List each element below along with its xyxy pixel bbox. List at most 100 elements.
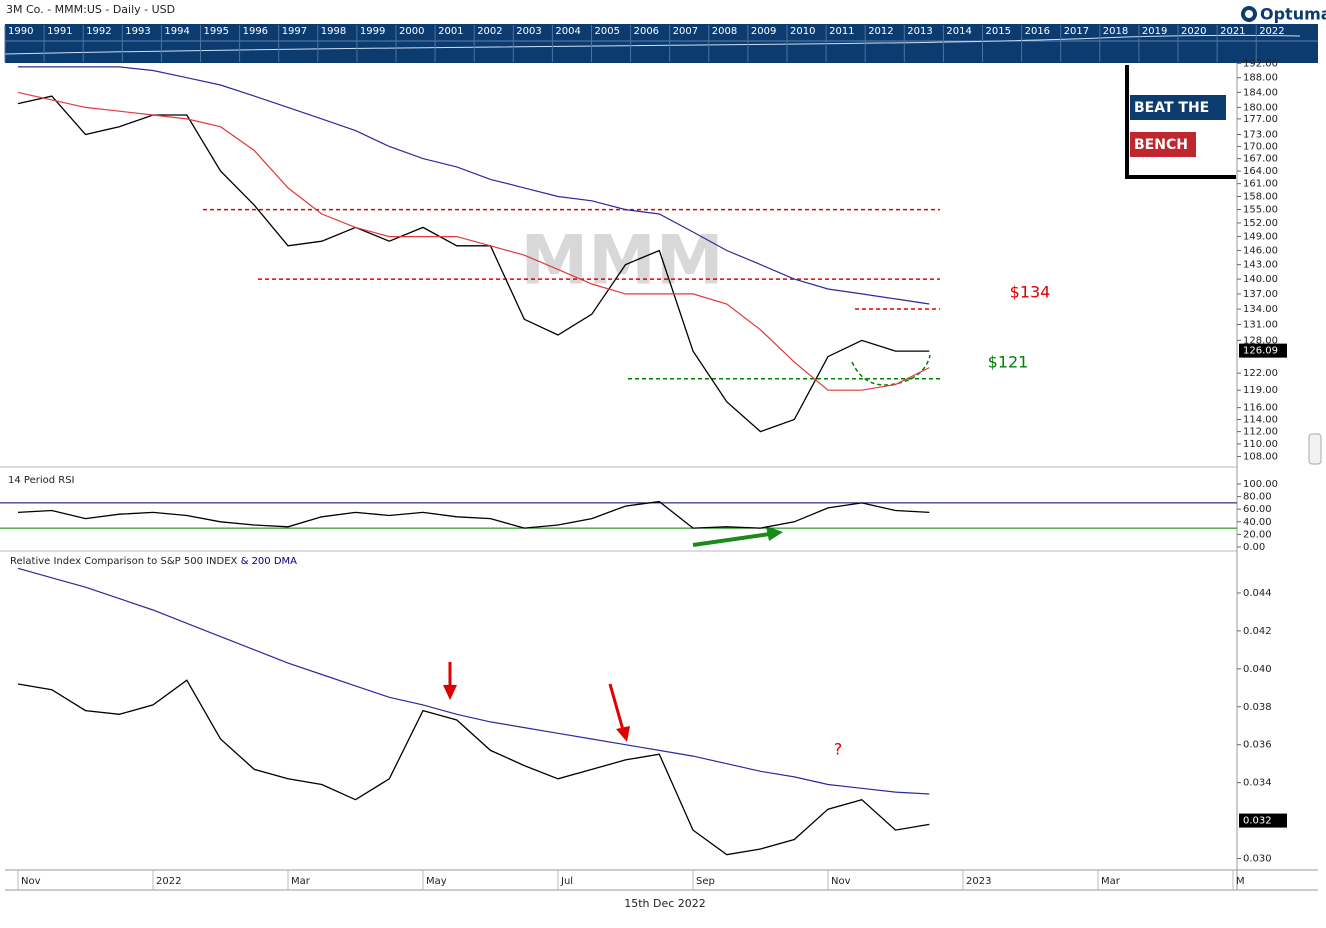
pane-title-part: & 200 DMA [241, 556, 298, 567]
last-value-box [1239, 343, 1287, 358]
overview-history [4, 34, 1301, 55]
overview-year: 2010 [790, 26, 815, 37]
overview-year: 1994 [164, 26, 189, 37]
overview-year: 1997 [282, 26, 307, 37]
x-tick-label: 2022 [156, 876, 181, 887]
y-tick-label: 192.00 [1243, 58, 1278, 69]
overview-year: 2019 [1142, 26, 1167, 37]
overview-year: 2008 [712, 26, 737, 37]
reference-label: $121 [988, 352, 1029, 371]
y-tick-label: 131.00 [1243, 320, 1278, 331]
badge-text: BENCH [1134, 137, 1188, 153]
y-tick-label: 152.00 [1243, 218, 1278, 229]
overview-year: 2002 [477, 26, 502, 37]
y-tick-label: 60.00 [1243, 504, 1272, 515]
pane-title-part: Relative Index Comparison to S&P 500 IND… [10, 556, 238, 567]
y-tick-label: 128.00 [1243, 335, 1278, 346]
y-tick-label: 173.00 [1243, 130, 1278, 141]
x-tick-label: Mar [1101, 876, 1121, 887]
y-tick-label: 143.00 [1243, 260, 1278, 271]
y-tick-label: 161.00 [1243, 179, 1278, 190]
pane-title: 14 Period RSI [8, 475, 75, 486]
y-tick-label: 0.040 [1243, 664, 1272, 675]
x-tick-label: Nov [831, 876, 851, 887]
overview-year: 2012 [868, 26, 893, 37]
last-value: 0.032 [1243, 816, 1272, 827]
y-tick-label: 0.030 [1243, 854, 1272, 865]
overview-year: 2018 [1103, 26, 1128, 37]
y-tick-label: 0.042 [1243, 626, 1272, 637]
overview-year: 1990 [8, 26, 33, 37]
y-tick-label: 134.00 [1243, 304, 1278, 315]
overview-year: 1992 [86, 26, 111, 37]
logo: Optuma [1260, 5, 1326, 24]
overview-year: 2022 [1259, 26, 1284, 37]
y-tick-label: 0.036 [1243, 740, 1272, 751]
y-tick-label: 110.00 [1243, 439, 1278, 450]
y-tick-label: 0.034 [1243, 778, 1272, 789]
y-tick-label: 114.00 [1243, 415, 1278, 426]
series-line [17, 95, 930, 433]
y-tick-label: 80.00 [1243, 492, 1272, 503]
arrow-head [443, 685, 457, 700]
overview-year: 2020 [1181, 26, 1206, 37]
badge-bracket [1125, 65, 1236, 179]
series-line [17, 500, 930, 529]
annotation: ? [834, 740, 843, 759]
pane-title: Relative Index Comparison to S&P 500 IND… [10, 556, 297, 567]
y-tick-label: 0.00 [1243, 542, 1265, 553]
y-tick-label: 170.00 [1243, 141, 1278, 152]
overview-year: 2005 [595, 26, 620, 37]
series-line [17, 567, 930, 795]
overview-year: 1996 [243, 26, 268, 37]
y-tick-label: 112.00 [1243, 427, 1278, 438]
overview-year: 2000 [399, 26, 424, 37]
overview-year: 2013 [907, 26, 932, 37]
x-tick-label: 2023 [966, 876, 991, 887]
x-tick-label: Nov [21, 876, 41, 887]
y-tick-label: 100.00 [1243, 479, 1278, 490]
y-tick-label: 164.00 [1243, 166, 1278, 177]
y-tick-label: 180.00 [1243, 102, 1278, 113]
last-value: 126.09 [1243, 346, 1278, 357]
last-value-box [1239, 813, 1287, 828]
badge-box [1130, 132, 1196, 157]
overview-year: 2021 [1220, 26, 1245, 37]
y-tick-label: 184.00 [1243, 87, 1278, 98]
y-tick-label: 155.00 [1243, 205, 1278, 216]
y-tick-label: 0.044 [1243, 588, 1272, 599]
overview-year: 2015 [986, 26, 1011, 37]
overview-year: 2016 [1025, 26, 1050, 37]
y-tick-label: 40.00 [1243, 517, 1272, 528]
y-tick-label: 158.00 [1243, 191, 1278, 202]
series-line [18, 66, 930, 305]
y-tick-label: 167.00 [1243, 154, 1278, 165]
reference-label: $134 [1010, 283, 1051, 302]
overview-year: 2011 [829, 26, 854, 37]
arrow-head [766, 526, 783, 541]
arrow-head [616, 726, 630, 742]
overview-year: 1998 [321, 26, 346, 37]
overview-year: 2003 [516, 26, 541, 37]
scroll-button[interactable] [1308, 433, 1322, 465]
overview-year: 1999 [360, 26, 385, 37]
overview-strip [5, 24, 1318, 63]
overview-year: 2007 [673, 26, 698, 37]
y-tick-label: 122.00 [1243, 368, 1278, 379]
x-tick-label: Sep [696, 876, 715, 887]
overview-year: 2006 [634, 26, 659, 37]
y-tick-label: 149.00 [1243, 232, 1278, 243]
overview-year: 2001 [438, 26, 463, 37]
y-tick-label: 108.00 [1243, 451, 1278, 462]
overview-year: 2014 [946, 26, 971, 37]
y-tick-label: 146.00 [1243, 245, 1278, 256]
overview-year: 2004 [555, 26, 580, 37]
arrow [608, 683, 625, 731]
overview-year: 1991 [47, 26, 72, 37]
y-tick-label: 0.038 [1243, 702, 1272, 713]
y-tick-label: 188.00 [1243, 73, 1278, 84]
overview-year: 1995 [204, 26, 229, 37]
series-line [17, 679, 930, 856]
